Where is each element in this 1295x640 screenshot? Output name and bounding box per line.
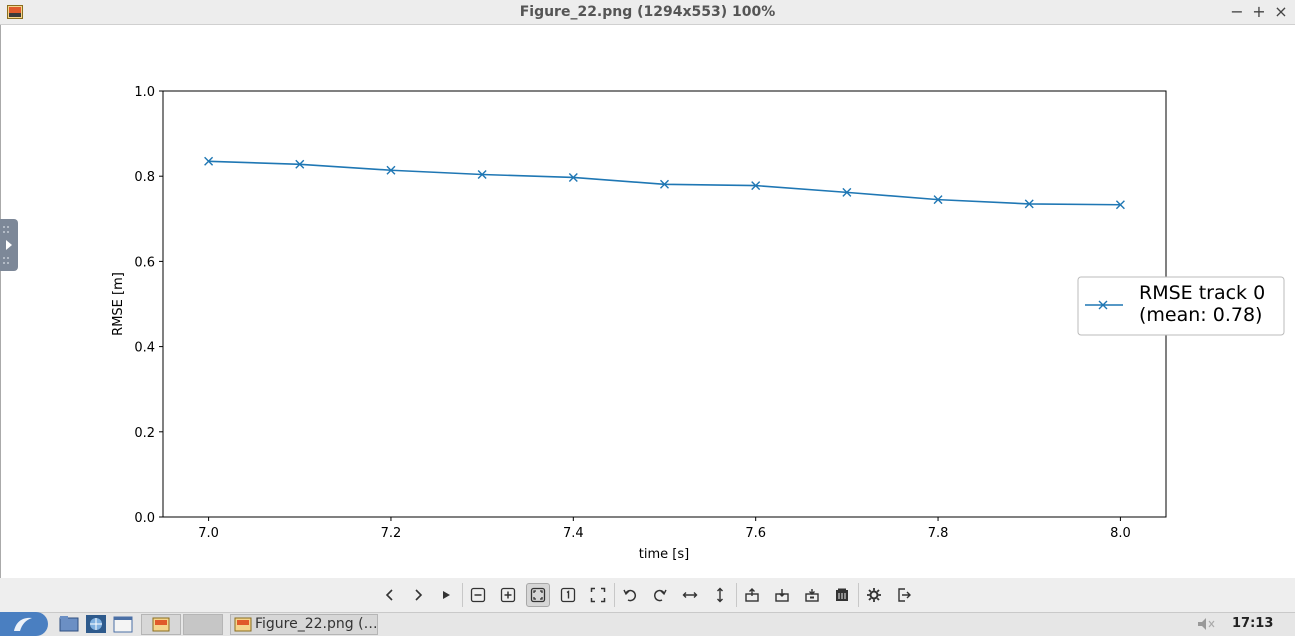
actual-size-icon[interactable] — [556, 583, 580, 607]
flip-horizontal-icon[interactable] — [678, 583, 702, 607]
legend-box — [1077, 276, 1285, 336]
zoom-out-icon[interactable] — [466, 583, 490, 607]
x-tick-label: 7.6 — [745, 526, 766, 541]
figure-window-task-icon — [234, 617, 252, 632]
title-bar: Figure_22.png (1294x553) 100% − + × — [0, 0, 1295, 25]
data-point-marker — [842, 187, 852, 197]
flip-vertical-icon[interactable] — [708, 583, 732, 607]
data-point-marker — [1115, 200, 1125, 210]
settings-icon[interactable] — [862, 583, 886, 607]
open-icon[interactable] — [740, 583, 764, 607]
volume-icon[interactable] — [1195, 616, 1217, 632]
legend-entry-line-2: (mean: 0.78) — [1139, 304, 1262, 326]
x-tick-label: 7.4 — [563, 526, 584, 541]
image-viewer-task-icon — [152, 617, 170, 632]
zoom-in-icon[interactable] — [496, 583, 520, 607]
minimize-button[interactable]: − — [1230, 2, 1244, 21]
x-tick-label: 7.0 — [198, 526, 219, 541]
start-menu-icon — [14, 617, 32, 631]
rotate-right-icon[interactable] — [648, 583, 672, 607]
toolbar-separator — [462, 583, 463, 607]
data-point-marker — [386, 165, 396, 175]
data-point-marker — [568, 172, 578, 182]
y-tick-label: 0.8 — [134, 170, 155, 185]
data-point-marker — [933, 195, 943, 205]
delete-icon[interactable] — [830, 583, 854, 607]
data-point-marker — [751, 181, 761, 191]
start-menu-button[interactable] — [0, 612, 48, 636]
toolbar-separator — [614, 583, 615, 607]
x-axis-label: time [s] — [639, 547, 689, 562]
next-icon[interactable] — [406, 583, 430, 607]
y-axis-label: RMSE [m] — [111, 272, 126, 336]
close-button[interactable]: × — [1274, 2, 1288, 21]
y-tick-label: 0.0 — [134, 511, 155, 526]
data-point-marker — [204, 156, 214, 166]
x-tick-label: 7.8 — [928, 526, 949, 541]
y-tick-label: 1.0 — [134, 85, 155, 100]
image-viewer-app-icon[interactable] — [7, 5, 23, 19]
plot-area — [162, 90, 1167, 518]
file-manager-icon[interactable] — [58, 614, 80, 634]
data-point-marker — [1024, 199, 1034, 209]
data-point-marker — [477, 170, 487, 179]
toolbar-separator — [736, 583, 737, 607]
legend-entry-line-1: RMSE track 0 — [1139, 282, 1265, 304]
y-tick-label: 0.6 — [134, 255, 155, 270]
save-as-icon[interactable] — [800, 583, 824, 607]
save-icon[interactable] — [770, 583, 794, 607]
taskbar-window-label: Figure_22.png (… — [255, 616, 378, 632]
exit-icon[interactable] — [892, 583, 916, 607]
terminal-window-icon[interactable] — [112, 614, 134, 634]
data-point-marker — [660, 179, 669, 189]
taskbar-window-figure[interactable] — [230, 614, 378, 635]
y-tick-label: 0.2 — [134, 426, 155, 441]
play-icon[interactable] — [434, 583, 458, 607]
fit-icon[interactable] — [526, 583, 550, 607]
toolbar-separator — [858, 583, 859, 607]
viewer-toolbar — [0, 578, 1295, 612]
prev-icon[interactable] — [378, 583, 402, 607]
y-tick-label: 0.4 — [134, 341, 155, 356]
side-panel-handle[interactable] — [0, 219, 18, 271]
rotate-left-icon[interactable] — [618, 583, 642, 607]
side-panel-arrow-icon — [3, 226, 12, 264]
data-point-marker — [295, 159, 305, 169]
maximize-button[interactable]: + — [1252, 2, 1266, 21]
window-title: Figure_22.png (1294x553) 100% — [519, 4, 776, 20]
legend-marker-swatch — [1098, 300, 1108, 310]
taskbar-app-image-viewer[interactable] — [141, 614, 181, 635]
x-tick-label: 8.0 — [1110, 526, 1131, 541]
taskbar-clock: 17:13 — [1232, 616, 1274, 631]
taskbar-app-blank[interactable] — [183, 614, 223, 635]
fullscreen-icon[interactable] — [586, 583, 610, 607]
network-icon[interactable] — [85, 614, 107, 634]
x-tick-label: 7.2 — [381, 526, 402, 541]
legend: RMSE track 0 (mean: 0.78) — [1077, 276, 1285, 336]
